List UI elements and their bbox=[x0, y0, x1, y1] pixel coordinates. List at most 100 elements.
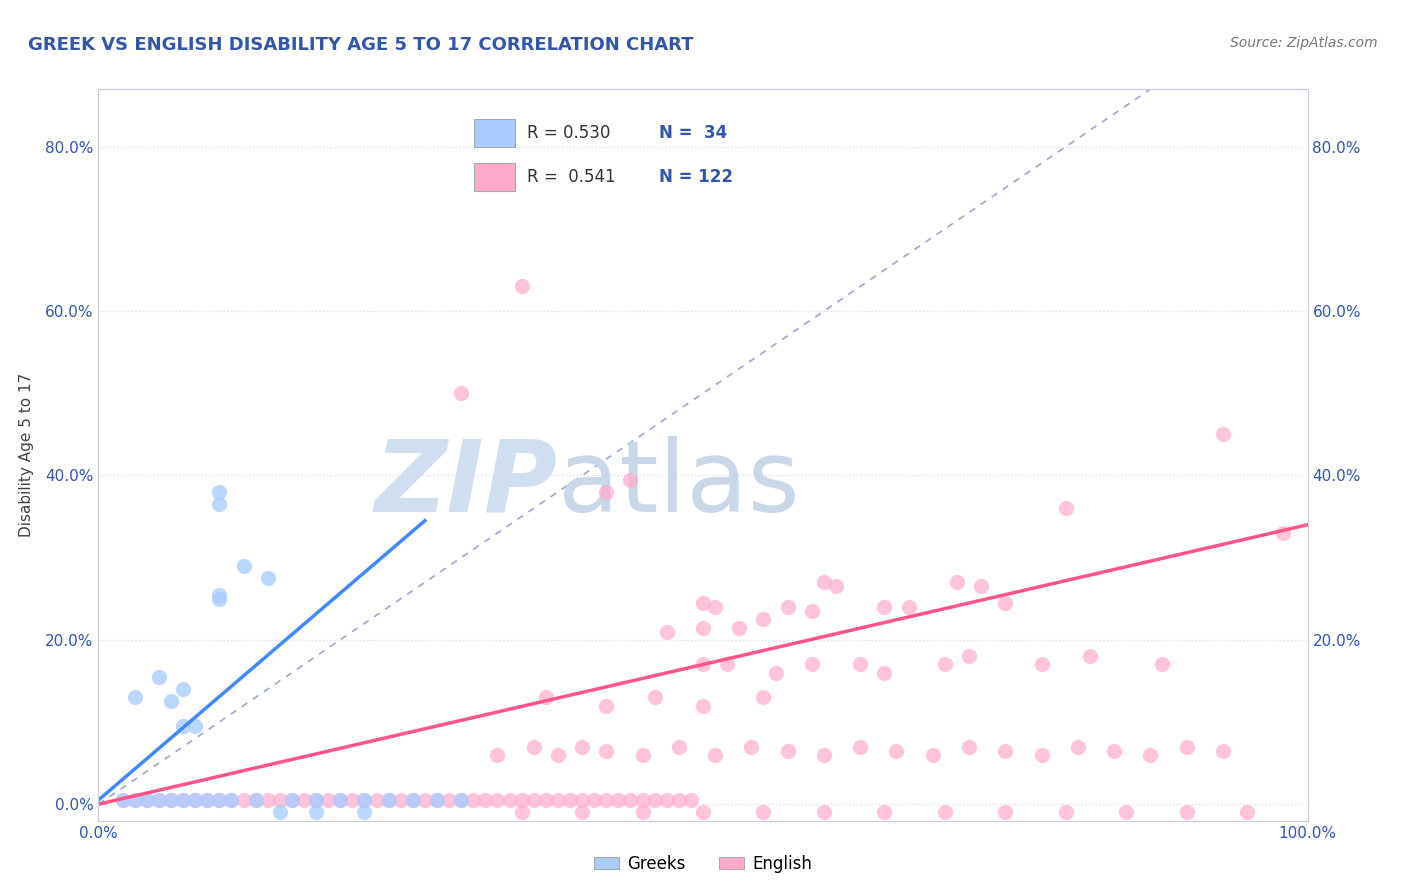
Point bbox=[353, 805, 375, 820]
Point bbox=[245, 793, 267, 807]
Point bbox=[1102, 744, 1125, 758]
Point bbox=[232, 793, 254, 807]
Point bbox=[1054, 805, 1077, 820]
Point bbox=[704, 599, 727, 614]
Point bbox=[655, 624, 678, 639]
Point bbox=[631, 793, 654, 807]
Point bbox=[534, 793, 557, 807]
Point bbox=[1236, 805, 1258, 820]
Point bbox=[111, 793, 134, 807]
Point bbox=[208, 497, 231, 511]
Point bbox=[184, 793, 207, 807]
Point bbox=[450, 793, 472, 807]
Y-axis label: Disability Age 5 to 17: Disability Age 5 to 17 bbox=[18, 373, 34, 537]
Point bbox=[994, 805, 1017, 820]
Point bbox=[256, 793, 278, 807]
Text: Source: ZipAtlas.com: Source: ZipAtlas.com bbox=[1230, 36, 1378, 50]
Point bbox=[221, 793, 243, 807]
Point bbox=[800, 657, 823, 672]
Point bbox=[534, 690, 557, 705]
Point bbox=[450, 386, 472, 401]
Point bbox=[873, 665, 896, 680]
Point bbox=[934, 805, 956, 820]
Point bbox=[1054, 501, 1077, 516]
Point bbox=[256, 571, 278, 585]
Point bbox=[765, 665, 787, 680]
Point bbox=[752, 612, 775, 626]
Point bbox=[292, 793, 315, 807]
Point bbox=[208, 793, 231, 807]
Point bbox=[402, 793, 425, 807]
Point bbox=[776, 744, 799, 758]
Point bbox=[281, 793, 304, 807]
Point bbox=[148, 670, 170, 684]
Point bbox=[172, 793, 194, 807]
Point bbox=[329, 793, 352, 807]
Point bbox=[692, 620, 714, 634]
Point bbox=[595, 484, 617, 499]
Point bbox=[172, 719, 194, 733]
Point bbox=[1212, 744, 1234, 758]
Point bbox=[221, 793, 243, 807]
Point bbox=[946, 575, 969, 590]
Point bbox=[523, 739, 546, 754]
Point bbox=[776, 599, 799, 614]
Text: ZIP: ZIP bbox=[375, 435, 558, 533]
Point bbox=[377, 793, 399, 807]
Point bbox=[800, 604, 823, 618]
Point bbox=[668, 793, 690, 807]
Point bbox=[172, 682, 194, 697]
Point bbox=[437, 793, 460, 807]
Point bbox=[825, 579, 848, 593]
Point bbox=[510, 793, 533, 807]
Point bbox=[934, 657, 956, 672]
Point bbox=[1175, 805, 1198, 820]
Point bbox=[510, 805, 533, 820]
Point bbox=[124, 793, 146, 807]
Point bbox=[426, 793, 449, 807]
Point bbox=[1031, 657, 1053, 672]
Point bbox=[849, 657, 872, 672]
Point bbox=[402, 793, 425, 807]
Point bbox=[329, 793, 352, 807]
Legend: Greeks, English: Greeks, English bbox=[588, 848, 818, 880]
Point bbox=[124, 690, 146, 705]
Point bbox=[752, 805, 775, 820]
Point bbox=[813, 747, 835, 762]
Point bbox=[644, 690, 666, 705]
Point bbox=[619, 473, 641, 487]
Point bbox=[679, 793, 702, 807]
Point bbox=[994, 744, 1017, 758]
Point bbox=[813, 575, 835, 590]
Point bbox=[510, 279, 533, 293]
Point bbox=[631, 747, 654, 762]
Point bbox=[886, 744, 908, 758]
Point bbox=[668, 739, 690, 754]
Point bbox=[353, 793, 375, 807]
Point bbox=[558, 793, 581, 807]
Point bbox=[172, 793, 194, 807]
Point bbox=[305, 793, 328, 807]
Point bbox=[342, 793, 364, 807]
Point bbox=[571, 739, 593, 754]
Point bbox=[692, 596, 714, 610]
Point bbox=[644, 793, 666, 807]
Point bbox=[269, 793, 291, 807]
Point bbox=[486, 747, 509, 762]
Point bbox=[208, 591, 231, 606]
Point bbox=[184, 719, 207, 733]
Point bbox=[571, 793, 593, 807]
Point bbox=[716, 657, 738, 672]
Point bbox=[595, 744, 617, 758]
Point bbox=[1175, 739, 1198, 754]
Point bbox=[897, 599, 920, 614]
Point bbox=[450, 793, 472, 807]
Point bbox=[752, 690, 775, 705]
Point bbox=[135, 793, 157, 807]
Point bbox=[1115, 805, 1137, 820]
Point bbox=[366, 793, 388, 807]
Point bbox=[692, 805, 714, 820]
Point bbox=[269, 805, 291, 820]
Text: GREEK VS ENGLISH DISABILITY AGE 5 TO 17 CORRELATION CHART: GREEK VS ENGLISH DISABILITY AGE 5 TO 17 … bbox=[28, 36, 693, 54]
Point bbox=[957, 649, 980, 664]
